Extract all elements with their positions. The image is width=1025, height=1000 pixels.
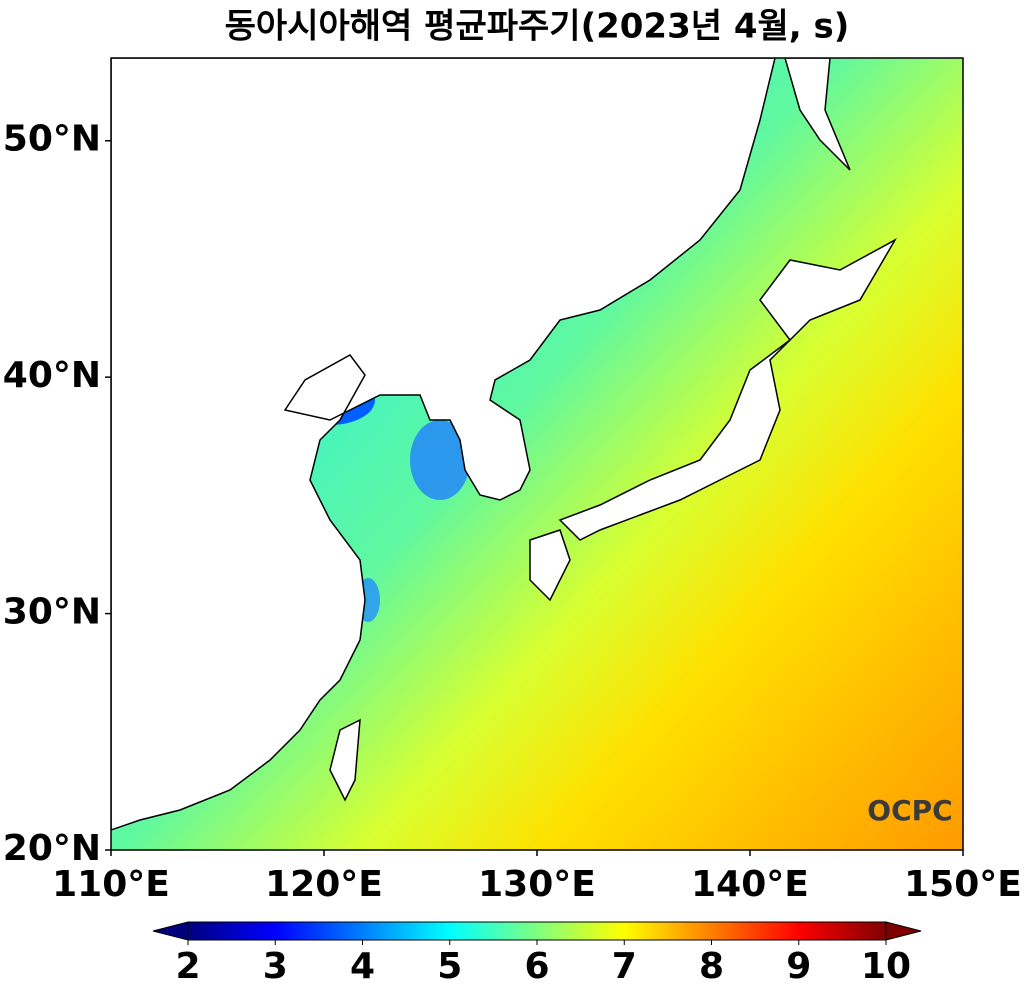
colorbar-tick-label: 7 [612, 946, 637, 987]
y-tick-label: 50°N [3, 119, 101, 160]
colorbar-tick-label: 5 [437, 946, 462, 987]
x-tick-label: 140°E [691, 864, 809, 905]
colorbar-tick-label: 9 [786, 946, 811, 987]
colorbar-tick-label: 2 [175, 946, 200, 987]
y-tick-label: 30°N [3, 592, 101, 633]
colorbar-tick-label: 3 [263, 946, 288, 987]
y-tick-label: 40°N [3, 355, 101, 396]
x-tick-label: 130°E [478, 864, 596, 905]
colorbar-extend-min [152, 921, 189, 941]
title: 동아시아해역 평균파주기(2023년 4월, s) [225, 7, 850, 47]
colorbar-extend-max [885, 921, 922, 941]
colorbar-tick-label: 10 [861, 946, 911, 987]
logo: OCPC [867, 794, 952, 827]
low-period-patch [410, 420, 470, 500]
y-tick-label: 20°N [3, 828, 101, 869]
map-area: OCPC [111, 58, 963, 850]
colorbar-tick-label: 8 [699, 946, 724, 987]
x-tick-label: 150°E [904, 864, 1022, 905]
colorbar-tick-label: 4 [350, 946, 375, 987]
x-tick-label: 110°E [52, 864, 170, 905]
x-tick-label: 120°E [265, 864, 383, 905]
colorbar-tick-label: 6 [524, 946, 549, 987]
colorbar [187, 921, 887, 941]
land [111, 58, 898, 831]
